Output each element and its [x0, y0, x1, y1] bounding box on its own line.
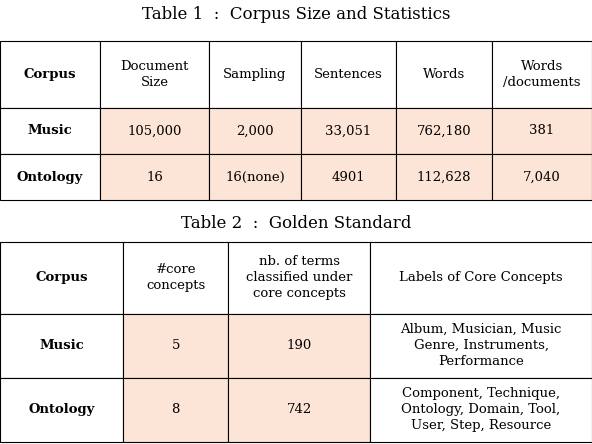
Text: 4901: 4901: [332, 170, 365, 183]
Text: Table 2  :  Golden Standard: Table 2 : Golden Standard: [181, 214, 411, 232]
Bar: [210, 154, 301, 200]
Bar: [370, 242, 592, 313]
Text: Music: Music: [39, 339, 84, 352]
Bar: [301, 41, 396, 108]
Text: Document
Size: Document Size: [121, 60, 189, 89]
Bar: [492, 108, 592, 154]
Bar: [0, 378, 123, 442]
Text: Corpus: Corpus: [24, 68, 76, 81]
Text: 33,051: 33,051: [325, 124, 372, 137]
Bar: [228, 313, 370, 378]
Bar: [370, 313, 592, 378]
Bar: [123, 313, 228, 378]
Text: Table 1  :  Corpus Size and Statistics: Table 1 : Corpus Size and Statistics: [141, 6, 451, 23]
Text: 16: 16: [146, 170, 163, 183]
Text: 742: 742: [287, 403, 312, 416]
Text: 381: 381: [529, 124, 555, 137]
Bar: [370, 378, 592, 442]
Bar: [0, 242, 123, 313]
Bar: [0, 41, 100, 108]
Text: 5: 5: [172, 339, 180, 352]
Text: 112,628: 112,628: [417, 170, 471, 183]
Bar: [228, 242, 370, 313]
Text: #core
concepts: #core concepts: [146, 263, 205, 292]
Bar: [100, 154, 210, 200]
Text: Ontology: Ontology: [28, 403, 95, 416]
Text: Album, Musician, Music
Genre, Instruments,
Performance: Album, Musician, Music Genre, Instrument…: [400, 323, 562, 368]
Bar: [210, 108, 301, 154]
Text: 190: 190: [287, 339, 312, 352]
Text: 8: 8: [172, 403, 180, 416]
Text: 7,040: 7,040: [523, 170, 561, 183]
Bar: [301, 154, 396, 200]
Bar: [100, 41, 210, 108]
Bar: [228, 378, 370, 442]
Bar: [0, 154, 100, 200]
Bar: [0, 313, 123, 378]
Bar: [492, 154, 592, 200]
Bar: [123, 242, 228, 313]
Text: Music: Music: [28, 124, 72, 137]
Text: 762,180: 762,180: [417, 124, 471, 137]
Text: Sampling: Sampling: [223, 68, 287, 81]
Text: Sentences: Sentences: [314, 68, 383, 81]
Text: Ontology: Ontology: [17, 170, 83, 183]
Bar: [123, 378, 228, 442]
Text: Words: Words: [423, 68, 465, 81]
Bar: [396, 154, 492, 200]
Text: Words
/documents: Words /documents: [503, 60, 581, 89]
Text: Corpus: Corpus: [36, 271, 88, 284]
Bar: [396, 41, 492, 108]
Bar: [492, 41, 592, 108]
Text: nb. of terms
classified under
core concepts: nb. of terms classified under core conce…: [246, 255, 352, 300]
Bar: [396, 108, 492, 154]
Text: Labels of Core Concepts: Labels of Core Concepts: [399, 271, 563, 284]
Bar: [210, 41, 301, 108]
Bar: [100, 108, 210, 154]
Bar: [0, 108, 100, 154]
Bar: [301, 108, 396, 154]
Text: Component, Technique,
Ontology, Domain, Tool,
User, Step, Resource: Component, Technique, Ontology, Domain, …: [401, 387, 561, 432]
Text: 16(none): 16(none): [225, 170, 285, 183]
Text: 105,000: 105,000: [128, 124, 182, 137]
Text: 2,000: 2,000: [236, 124, 274, 137]
